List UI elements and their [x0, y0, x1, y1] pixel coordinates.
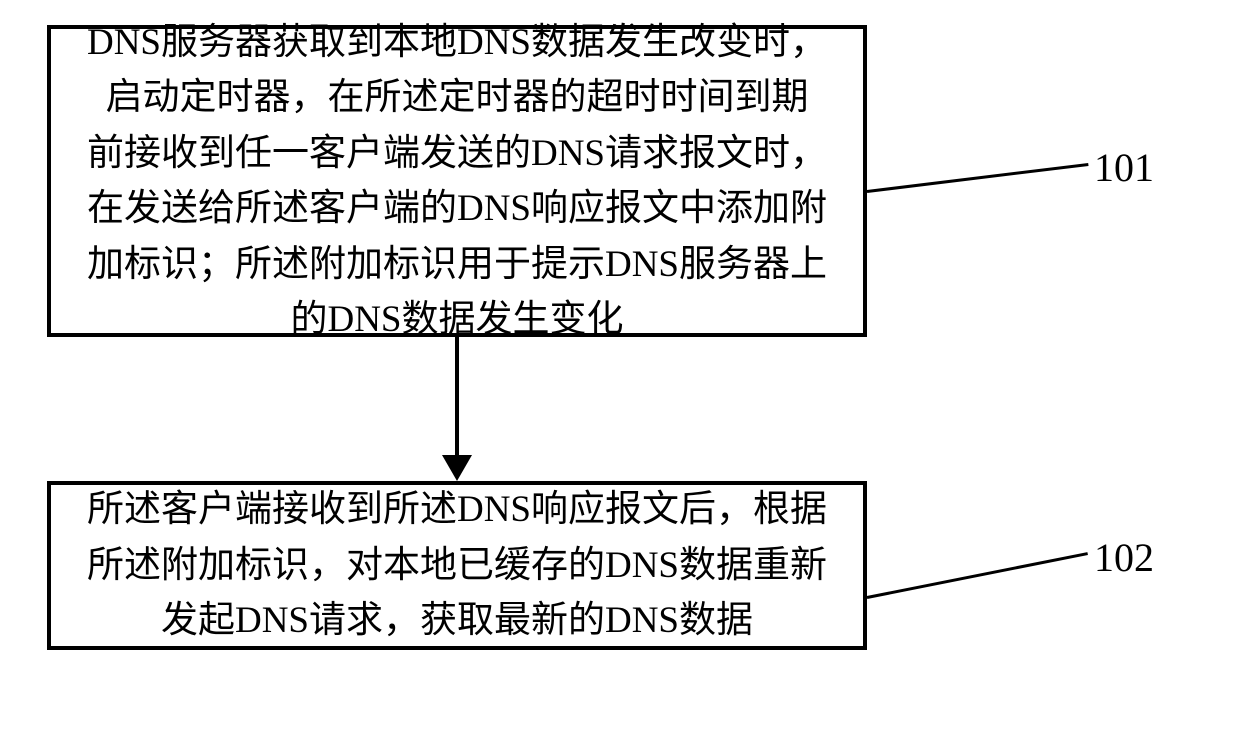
flow-step-1-text: DNS服务器获取到本地DNS数据发生改变时，启动定时器，在所述定时器的超时时间到… — [87, 15, 827, 348]
arrow-line — [455, 337, 459, 455]
diagram-canvas: DNS服务器获取到本地DNS数据发生改变时，启动定时器，在所述定时器的超时时间到… — [0, 0, 1240, 743]
callout-connector-2 — [867, 552, 1089, 599]
step-number-101: 101 — [1094, 144, 1154, 191]
callout-connector-1 — [867, 163, 1088, 193]
flow-step-2-text: 所述客户端接收到所述DNS响应报文后，根据所述附加标识，对本地已缓存的DNS数据… — [87, 482, 827, 649]
step-number-102: 102 — [1094, 534, 1154, 581]
flow-step-2: 所述客户端接收到所述DNS响应报文后，根据所述附加标识，对本地已缓存的DNS数据… — [47, 481, 867, 650]
arrow-down-icon — [442, 455, 472, 481]
flow-step-1: DNS服务器获取到本地DNS数据发生改变时，启动定时器，在所述定时器的超时时间到… — [47, 25, 867, 337]
